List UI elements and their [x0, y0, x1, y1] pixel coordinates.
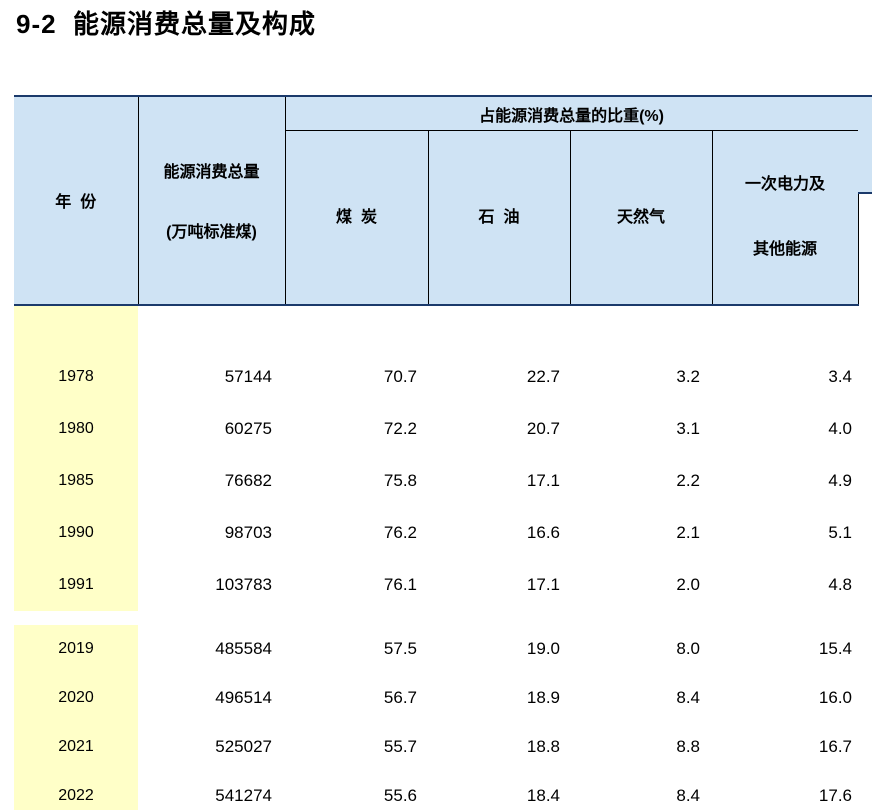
primary-electricity-other-share-cell: 17.6	[712, 771, 858, 810]
table-row-1978: 1978 57144 70.7 22.7 3.2 3.4	[14, 350, 859, 403]
col-header-coal: 煤 炭	[285, 130, 429, 306]
data-table-top-segment: 年 份 能源消费总量 (万吨标准煤) 占能源消费总量的比重(%) 煤 炭 石 油…	[14, 95, 859, 611]
header-row-1: 年 份 能源消费总量 (万吨标准煤) 占能源消费总量的比重(%)	[14, 96, 859, 306]
table-row-1980: 1980 60275 72.2 20.7 3.1 4.0	[14, 402, 859, 455]
col-header-total-line1: 能源消费总量	[163, 164, 260, 182]
energy-consumption-table: 年 份 能源消费总量 (万吨标准煤) 占能源消费总量的比重(%) 煤 炭 石 油…	[14, 95, 872, 810]
coal-share-cell: 57.5	[285, 624, 428, 674]
col-header-primary-electricity-other: 一次电力及 其他能源	[712, 130, 859, 306]
table-row-2021: 2021 525027 55.7 18.8 8.8 16.7	[14, 722, 858, 772]
year-cell: 1980	[14, 402, 138, 455]
oil-share-cell: 19.0	[428, 624, 570, 674]
oil-share-cell: 17.1	[428, 454, 570, 507]
total-consumption-cell: 485584	[138, 624, 285, 674]
natural-gas-share-cell: 2.0	[570, 558, 712, 611]
col-header-total-consumption: 能源消费总量 (万吨标准煤)	[138, 96, 286, 306]
page-title: 9-2 能源消费总量及构成	[16, 9, 317, 39]
natural-gas-share-cell: 3.1	[570, 402, 712, 455]
natural-gas-share-cell: 2.2	[570, 454, 712, 507]
header-row-2: 煤 炭 石 油 天然气 一次电力及 其他能源	[14, 130, 859, 306]
table-body-1978-1991: 1978 57144 70.7 22.7 3.2 3.4 1980 60275 72.2 20.7…	[14, 304, 859, 611]
natural-gas-share-cell: 8.4	[570, 673, 712, 723]
data-table-bottom-segment: 2019 485584 57.5 19.0 8.0 15.4 2020 496514 56.7 1…	[14, 624, 858, 810]
natural-gas-share-cell: 8.8	[570, 722, 712, 772]
natural-gas-share-cell	[570, 304, 712, 351]
primary-electricity-other-share-cell	[712, 304, 859, 351]
oil-share-cell: 18.9	[428, 673, 570, 723]
oil-share-cell: 17.1	[428, 558, 570, 611]
table-row-2022: 2022 541274 55.6 18.4 8.4 17.6	[14, 771, 858, 810]
natural-gas-share-cell: 3.2	[570, 350, 712, 403]
primary-electricity-other-share-cell: 5.1	[712, 506, 859, 559]
year-cell: 2019	[14, 624, 138, 674]
total-consumption-cell: 541274	[138, 771, 285, 810]
coal-share-cell: 72.2	[285, 402, 428, 455]
total-consumption-cell	[138, 304, 285, 351]
spacer-row	[14, 304, 859, 351]
coal-share-cell: 76.1	[285, 558, 428, 611]
total-consumption-cell: 103783	[138, 558, 285, 611]
coal-share-cell: 56.7	[285, 673, 428, 723]
table-row-1991: 1991 103783 76.1 17.1 2.0 4.8	[14, 558, 859, 611]
year-cell: 2021	[14, 722, 138, 772]
total-consumption-cell: 98703	[138, 506, 285, 559]
natural-gas-share-cell: 8.0	[570, 624, 712, 674]
table-row-1990: 1990 98703 76.2 16.6 2.1 5.1	[14, 506, 859, 559]
col-header-share-group: 占能源消费总量的比重(%)	[285, 96, 859, 131]
total-consumption-cell: 57144	[138, 350, 285, 403]
oil-share-cell: 18.8	[428, 722, 570, 772]
coal-share-cell: 70.7	[285, 350, 428, 403]
table-row-1985: 1985 76682 75.8 17.1 2.2 4.9	[14, 454, 859, 507]
col-header-other-line2: 其他能源	[753, 240, 818, 258]
oil-share-cell: 18.4	[428, 771, 570, 810]
coal-share-cell: 55.6	[285, 771, 428, 810]
primary-electricity-other-share-cell: 3.4	[712, 350, 859, 403]
coal-share-cell: 76.2	[285, 506, 428, 559]
coal-share-cell: 75.8	[285, 454, 428, 507]
col-header-natural-gas: 天然气	[570, 130, 713, 306]
total-consumption-cell: 525027	[138, 722, 285, 772]
table-body-2019-2024: 2019 485584 57.5 19.0 8.0 15.4 2020 496514 56.7 1…	[14, 624, 858, 810]
col-header-oil: 石 油	[428, 130, 571, 306]
primary-electricity-other-share-cell: 16.0	[712, 673, 858, 723]
primary-electricity-other-share-cell: 16.7	[712, 722, 858, 772]
year-cell: 2020	[14, 673, 138, 723]
natural-gas-share-cell: 2.1	[570, 506, 712, 559]
col-header-total-line2: (万吨标准煤)	[166, 224, 257, 242]
total-consumption-cell: 76682	[138, 454, 285, 507]
oil-share-cell: 20.7	[428, 402, 570, 455]
year-cell: 1978	[14, 350, 138, 403]
coal-share-cell: 55.7	[285, 722, 428, 772]
primary-electricity-other-share-cell: 4.8	[712, 558, 859, 611]
col-header-year: 年 份	[14, 96, 139, 306]
table-row-2020: 2020 496514 56.7 18.9 8.4 16.0	[14, 673, 858, 723]
primary-electricity-other-share-cell: 4.9	[712, 454, 859, 507]
primary-electricity-other-share-cell: 15.4	[712, 624, 858, 674]
year-cell	[14, 304, 138, 351]
cut-off-column-sliver	[858, 95, 872, 194]
year-cell: 1985	[14, 454, 138, 507]
table-break-gap	[14, 610, 872, 625]
natural-gas-share-cell: 8.4	[570, 771, 712, 810]
year-cell: 2022	[14, 771, 138, 810]
oil-share-cell: 22.7	[428, 350, 570, 403]
total-consumption-cell: 60275	[138, 402, 285, 455]
total-consumption-cell: 496514	[138, 673, 285, 723]
year-cell: 1990	[14, 506, 138, 559]
col-header-other-line1: 一次电力及	[745, 176, 826, 194]
table-header: 年 份 能源消费总量 (万吨标准煤) 占能源消费总量的比重(%) 煤 炭 石 油…	[14, 96, 859, 306]
oil-share-cell: 16.6	[428, 506, 570, 559]
primary-electricity-other-share-cell: 4.0	[712, 402, 859, 455]
year-cell: 1991	[14, 558, 138, 611]
coal-share-cell	[285, 304, 428, 351]
table-row-2019: 2019 485584 57.5 19.0 8.0 15.4	[14, 624, 858, 674]
oil-share-cell	[428, 304, 570, 351]
